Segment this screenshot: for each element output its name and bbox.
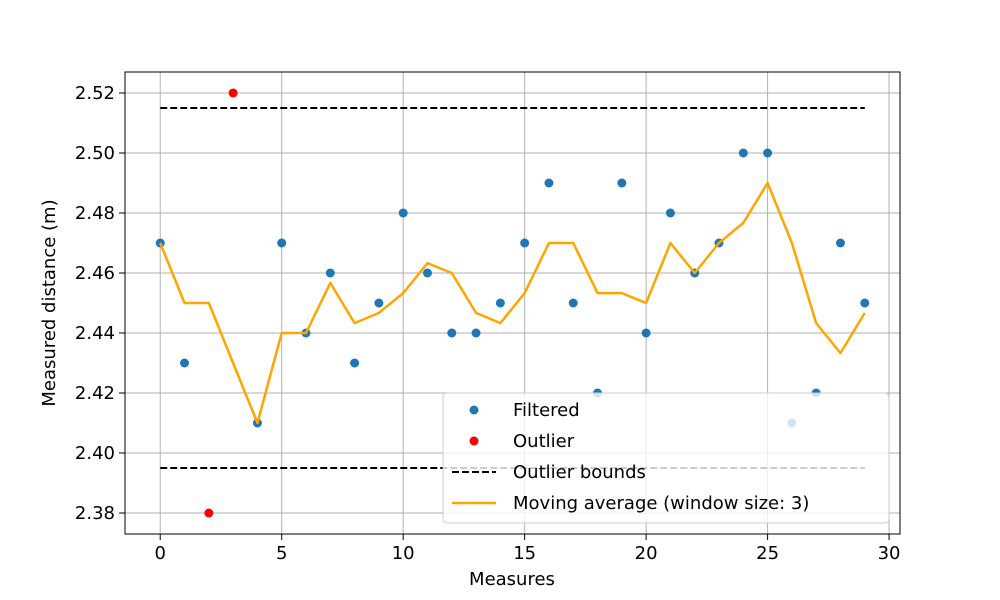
ticks: 0 5 10 15 20 25 30 2.38 2.40 2.42 2.44 2.46 2.48 2.50… bbox=[75, 83, 901, 564]
x-tick-label: 15 bbox=[513, 543, 536, 564]
outlier-point bbox=[204, 508, 214, 518]
filtered-point bbox=[763, 148, 773, 158]
legend-entry: Outlier bounds bbox=[513, 462, 646, 483]
filtered-point bbox=[277, 238, 287, 248]
legend-marker bbox=[469, 436, 479, 446]
y-tick-label: 2.50 bbox=[75, 143, 115, 164]
filtered-point bbox=[447, 328, 457, 338]
y-tick-label: 2.52 bbox=[75, 83, 115, 104]
x-tick-label: 30 bbox=[878, 543, 901, 564]
y-axis-label: Measured distance (m) bbox=[39, 199, 60, 406]
legend-entry: Filtered bbox=[513, 400, 580, 421]
y-tick-label: 2.42 bbox=[75, 383, 115, 404]
moving-average-line bbox=[159, 181, 866, 425]
y-tick-label: 2.40 bbox=[75, 443, 115, 464]
y-tick-label: 2.46 bbox=[75, 263, 115, 284]
y-tick-label: 2.48 bbox=[75, 203, 115, 224]
legend-entry: Moving average (window size: 3) bbox=[513, 493, 809, 514]
filtered-point bbox=[568, 298, 578, 308]
filtered-point bbox=[495, 298, 505, 308]
filtered-point bbox=[544, 178, 554, 188]
outlier-point bbox=[228, 88, 238, 98]
legend-marker bbox=[469, 405, 479, 415]
x-tick-label: 25 bbox=[756, 543, 779, 564]
filtered-point bbox=[641, 328, 651, 338]
filtered-point bbox=[520, 238, 530, 248]
x-tick-label: 0 bbox=[155, 543, 166, 564]
legend: Filtered Outlier Outlier bounds Moving aver… bbox=[442, 392, 890, 524]
filtered-point bbox=[665, 208, 675, 218]
filtered-point bbox=[398, 208, 408, 218]
legend-box bbox=[442, 392, 890, 524]
filtered-point bbox=[180, 358, 190, 368]
filtered-point bbox=[471, 328, 481, 338]
x-axis-label: Measures bbox=[469, 569, 555, 590]
filtered-point bbox=[860, 298, 870, 308]
x-tick-label: 5 bbox=[276, 543, 287, 564]
filtered-point bbox=[422, 268, 432, 278]
legend-entry: Outlier bbox=[513, 431, 575, 452]
filtered-point bbox=[617, 178, 627, 188]
filtered-point bbox=[835, 238, 845, 248]
x-tick-label: 20 bbox=[635, 543, 658, 564]
y-tick-label: 2.38 bbox=[75, 503, 115, 524]
axes-frame bbox=[124, 71, 901, 535]
filtered-point bbox=[738, 148, 748, 158]
filtered-point bbox=[374, 298, 384, 308]
x-tick-label: 10 bbox=[392, 543, 415, 564]
y-tick-label: 2.44 bbox=[75, 323, 115, 344]
filtered-point bbox=[350, 358, 360, 368]
filtered-point bbox=[325, 268, 335, 278]
